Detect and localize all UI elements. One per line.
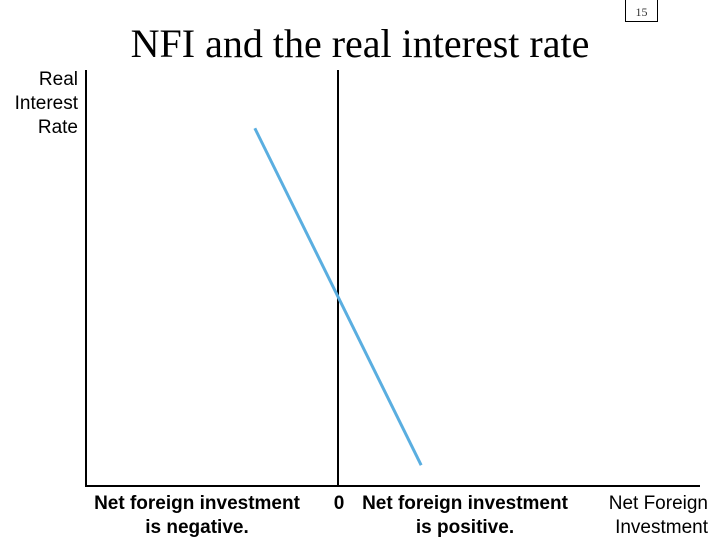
nfi-curve-0	[253, 127, 423, 466]
x-axis-label: Net Foreign Investment	[608, 493, 708, 538]
negative-nfi-label: Net foreign investment is negative.	[94, 493, 300, 538]
zero-label: 0	[333, 493, 345, 514]
page-title: NFI and the real interest rate	[130, 21, 590, 66]
slide-number: 15	[625, 0, 658, 22]
series-layer	[253, 127, 423, 466]
positive-nfi-label: Net foreign investment is positive.	[362, 493, 568, 538]
y-axis-label: Real Interest Rate	[14, 69, 78, 138]
